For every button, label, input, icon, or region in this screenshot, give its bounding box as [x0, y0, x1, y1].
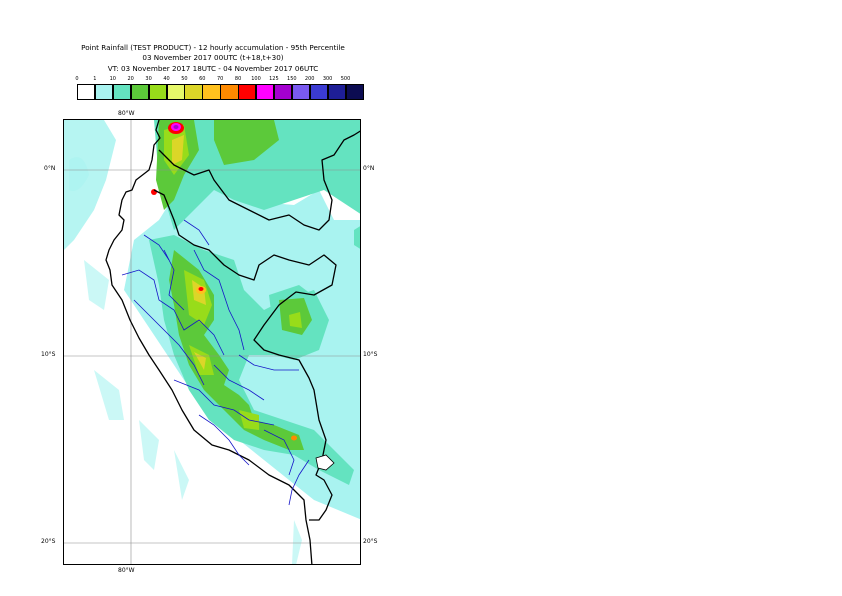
- lat-label-right-10: 10°S: [363, 351, 378, 358]
- regional-borders: [121, 219, 310, 506]
- legend-threshold-label: 80: [234, 76, 242, 82]
- legend-threshold-label: 1: [93, 76, 97, 82]
- lat-label-left-0: 0°N: [44, 165, 56, 172]
- legend-swatch: [238, 84, 257, 100]
- legend-swatch: [184, 84, 203, 100]
- legend-threshold-label: 0: [75, 76, 79, 82]
- legend-swatch: [291, 84, 311, 100]
- legend-threshold-label: 60: [199, 76, 206, 82]
- legend-threshold-label: 50: [181, 76, 188, 82]
- lat-label-left-10: 10°S: [41, 351, 56, 358]
- legend-threshold-label: 10: [109, 76, 116, 82]
- lat-label-right-0: 0°N: [363, 165, 375, 172]
- legend-threshold-label: 30: [145, 76, 152, 82]
- legend-swatch: [77, 84, 96, 100]
- color-legend: 0 1 10 20 30 40 50 60 70 80 100 125 150 200 300 500: [75, 76, 364, 104]
- title-line-3: VT: 03 November 2017 18UTC - 04 November…: [107, 64, 319, 73]
- graticule: [64, 120, 360, 564]
- legend-threshold-label: 300: [322, 76, 333, 82]
- legend-swatch: [220, 84, 239, 100]
- legend-threshold-label: 150: [287, 76, 297, 82]
- lon-label-top: 80°W: [118, 110, 135, 117]
- legend-threshold-label: 20: [127, 76, 134, 82]
- legend-threshold-label: 100: [251, 76, 261, 82]
- legend-threshold-label: 500: [340, 76, 351, 82]
- legend-swatch: [112, 84, 132, 100]
- map-panel: [63, 119, 361, 565]
- rain-shading-heavy: [151, 122, 297, 441]
- rainfall-map: [64, 120, 360, 564]
- legend-swatch: [327, 84, 346, 100]
- legend-threshold-label: 200: [304, 76, 315, 82]
- lake-titicaca: [315, 454, 335, 471]
- lon-label-bottom: 80°W: [118, 567, 135, 574]
- legend-swatch: [166, 84, 185, 100]
- legend-swatch: [202, 84, 221, 100]
- legend-swatch: [148, 84, 167, 100]
- legend-swatch: [345, 84, 364, 100]
- legend-swatch: [130, 84, 150, 100]
- legend-swatch: [94, 84, 114, 100]
- title-line-1: Point Rainfall (TEST PRODUCT) - 12 hourl…: [81, 43, 345, 52]
- lat-label-right-20: 20°S: [363, 538, 378, 545]
- legend-swatch: [273, 84, 293, 100]
- legend-threshold-label: 70: [217, 76, 224, 82]
- legend-swatch: [309, 84, 329, 100]
- legend-threshold-label: 125: [269, 76, 279, 82]
- legend-threshold-label: 40: [163, 76, 170, 82]
- lat-label-left-20: 20°S: [41, 538, 56, 545]
- legend-swatch: [256, 84, 275, 100]
- title-line-2: 03 November 2017 00UTC (t+18,t+30): [142, 53, 284, 62]
